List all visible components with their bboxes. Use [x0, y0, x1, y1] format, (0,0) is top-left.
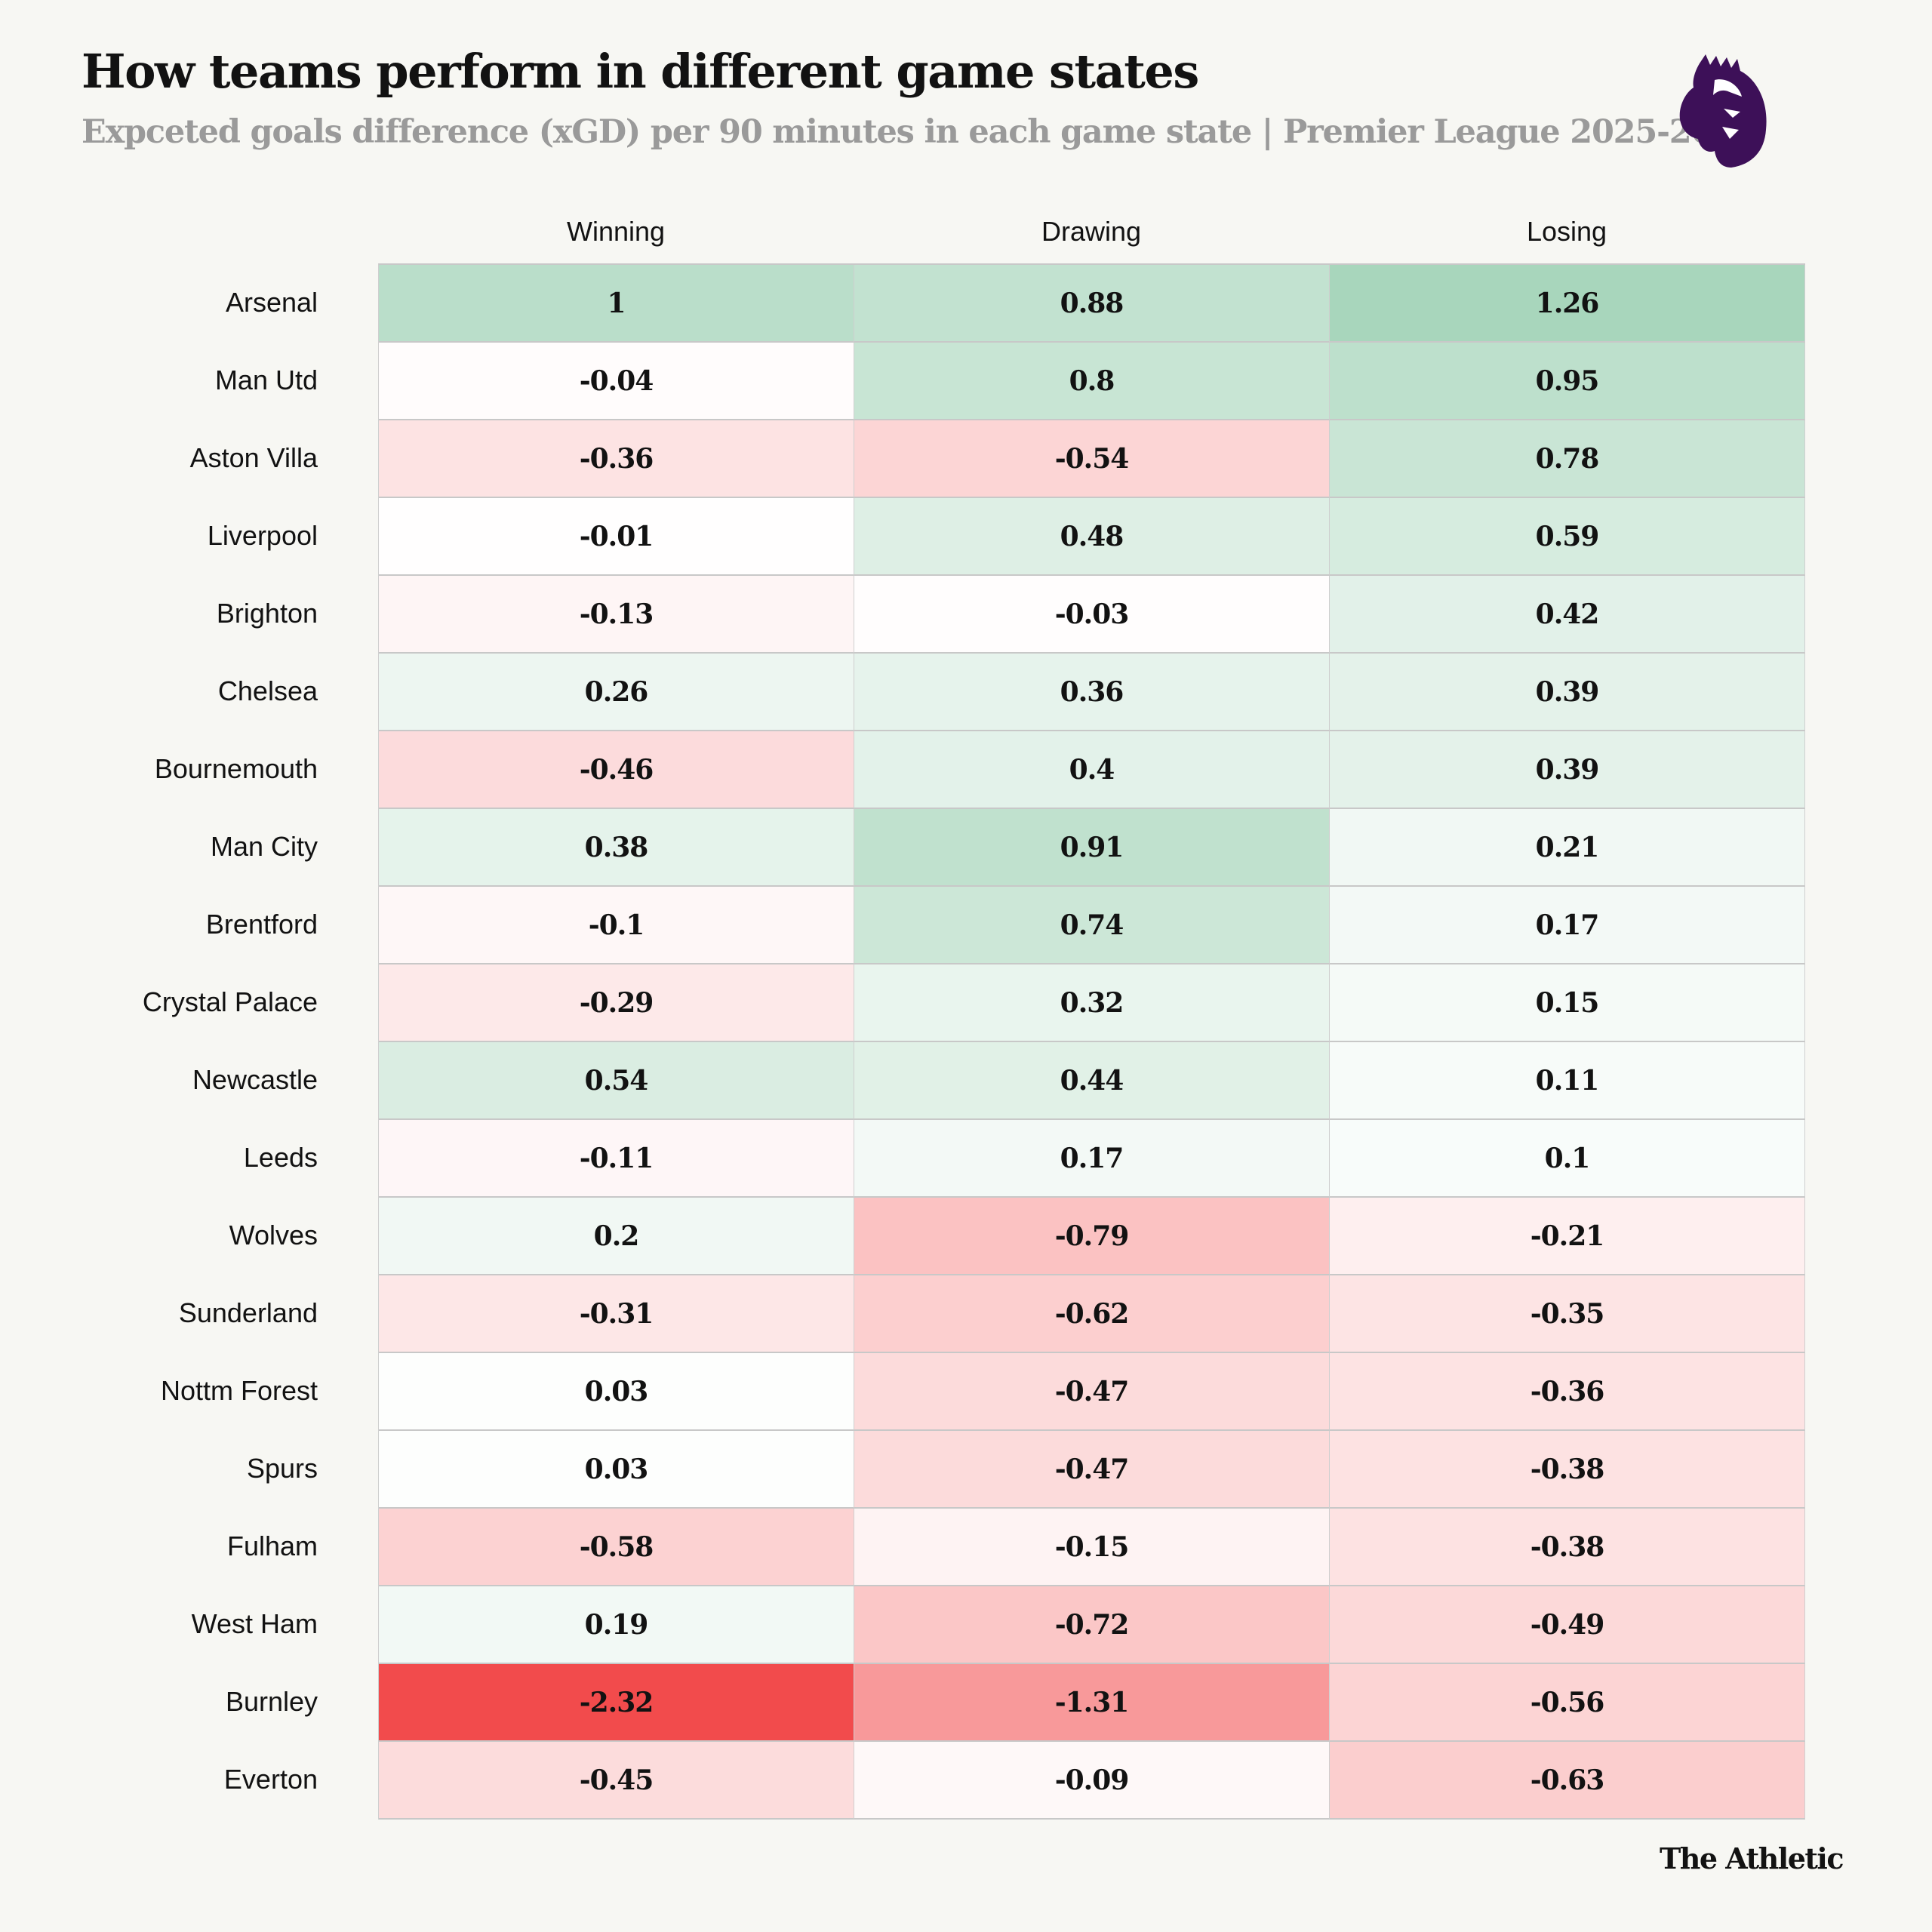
heatmap-cell: 0.48	[854, 498, 1330, 576]
row-label: Sunderland	[178, 1297, 318, 1328]
row-label: Arsenal	[225, 287, 318, 318]
heatmap-cell: -0.03	[854, 576, 1330, 654]
row-label: Liverpool	[207, 520, 318, 551]
heatmap-cell: -0.11	[379, 1120, 854, 1198]
heatmap-cell: -0.21	[1330, 1198, 1805, 1275]
heatmap-cell: -0.47	[854, 1431, 1330, 1509]
heatmap-cell: -0.79	[854, 1198, 1330, 1275]
heatmap-grid: 1 0.88 1.26 -0.04 0.8 0.95 -0.36 -0.54 0.78 -0.01…	[378, 263, 1805, 1820]
row-label: Spurs	[246, 1453, 318, 1484]
heatmap-cell: 0.38	[379, 809, 854, 887]
heatmap-cell: 0.15	[1330, 964, 1805, 1042]
row-label: Man City	[210, 831, 318, 862]
heatmap-cell: -0.46	[379, 731, 854, 809]
heatmap-cell: -0.31	[379, 1275, 854, 1353]
heatmap-cell: 0.03	[379, 1431, 854, 1509]
heatmap-cell: 0.19	[379, 1586, 854, 1664]
heatmap-cell: 0.54	[379, 1042, 854, 1120]
row-label: Brentford	[205, 909, 318, 940]
heatmap-cell: 0.91	[854, 809, 1330, 887]
heatmap-cell: 0.4	[854, 731, 1330, 809]
column-header-drawing: Drawing	[1041, 216, 1142, 247]
heatmap-cell: 0.17	[1330, 887, 1805, 964]
heatmap-cell: -0.72	[854, 1586, 1330, 1664]
chart-title: How teams perform in different game stat…	[82, 44, 1199, 99]
row-label: Brighton	[216, 598, 318, 629]
heatmap-cell: 0.42	[1330, 576, 1805, 654]
heatmap-cell: -0.58	[379, 1509, 854, 1586]
row-label: Crystal Palace	[142, 986, 318, 1017]
heatmap-cell: -0.29	[379, 964, 854, 1042]
heatmap-cell: -0.54	[854, 420, 1330, 498]
heatmap-cell: 0.2	[379, 1198, 854, 1275]
heatmap-cell: 0.78	[1330, 420, 1805, 498]
heatmap-cell: 0.17	[854, 1120, 1330, 1198]
heatmap-cell: -0.38	[1330, 1431, 1805, 1509]
row-label: Newcastle	[192, 1064, 318, 1095]
heatmap-cell: -0.35	[1330, 1275, 1805, 1353]
heatmap-cell: -0.62	[854, 1275, 1330, 1353]
row-label: Leeds	[243, 1142, 318, 1173]
premier-league-lion-logo-icon	[1679, 54, 1767, 168]
chart-subtitle: Expceted goals difference (xGD) per 90 m…	[82, 113, 1713, 151]
column-header-losing: Losing	[1526, 216, 1607, 247]
heatmap-cell: 0.1	[1330, 1120, 1805, 1198]
heatmap-cell: 0.11	[1330, 1042, 1805, 1120]
heatmap-cell: -0.45	[379, 1742, 854, 1820]
heatmap-cell: 0.03	[379, 1353, 854, 1431]
heatmap-cell: 0.59	[1330, 498, 1805, 576]
heatmap-cell: -0.36	[379, 420, 854, 498]
heatmap-cell: 0.44	[854, 1042, 1330, 1120]
heatmap-cell: 0.88	[854, 265, 1330, 343]
heatmap-cell: -0.38	[1330, 1509, 1805, 1586]
row-label: Fulham	[226, 1531, 318, 1561]
heatmap-cell: -0.15	[854, 1509, 1330, 1586]
the-athletic-brand: The Athletic	[1659, 1841, 1844, 1875]
row-label: Aston Villa	[189, 442, 318, 473]
heatmap-cell: 0.39	[1330, 654, 1805, 731]
row-label: Burnley	[225, 1686, 318, 1717]
heatmap-cell: 0.26	[379, 654, 854, 731]
heatmap-cell: 0.36	[854, 654, 1330, 731]
row-label: West Ham	[191, 1608, 318, 1639]
heatmap-cell: -0.09	[854, 1742, 1330, 1820]
heatmap-cell: 0.39	[1330, 731, 1805, 809]
heatmap-cell: 0.21	[1330, 809, 1805, 887]
row-label: Wolves	[229, 1220, 318, 1251]
heatmap-cell: -0.04	[379, 343, 854, 420]
heatmap-cell: -0.49	[1330, 1586, 1805, 1664]
row-label: Chelsea	[217, 675, 318, 706]
row-label: Everton	[223, 1764, 318, 1795]
row-label: Nottm Forest	[160, 1375, 318, 1406]
heatmap-cell: 0.95	[1330, 343, 1805, 420]
heatmap-cell: 1	[379, 265, 854, 343]
heatmap-cell: 0.8	[854, 343, 1330, 420]
heatmap-cell: -0.36	[1330, 1353, 1805, 1431]
heatmap-cell: -0.13	[379, 576, 854, 654]
heatmap-cell: -0.63	[1330, 1742, 1805, 1820]
heatmap-cell: -0.47	[854, 1353, 1330, 1431]
heatmap-cell: 1.26	[1330, 265, 1805, 343]
heatmap-cell: -0.56	[1330, 1664, 1805, 1742]
row-label: Man Utd	[214, 365, 318, 395]
heatmap-cell: 0.32	[854, 964, 1330, 1042]
heatmap-cell: 0.74	[854, 887, 1330, 964]
heatmap-cell: -2.32	[379, 1664, 854, 1742]
heatmap-cell: -0.01	[379, 498, 854, 576]
heatmap-cell: -0.1	[379, 887, 854, 964]
column-header-winning: Winning	[566, 216, 666, 247]
row-label: Bournemouth	[154, 753, 318, 784]
heatmap-cell: -1.31	[854, 1664, 1330, 1742]
